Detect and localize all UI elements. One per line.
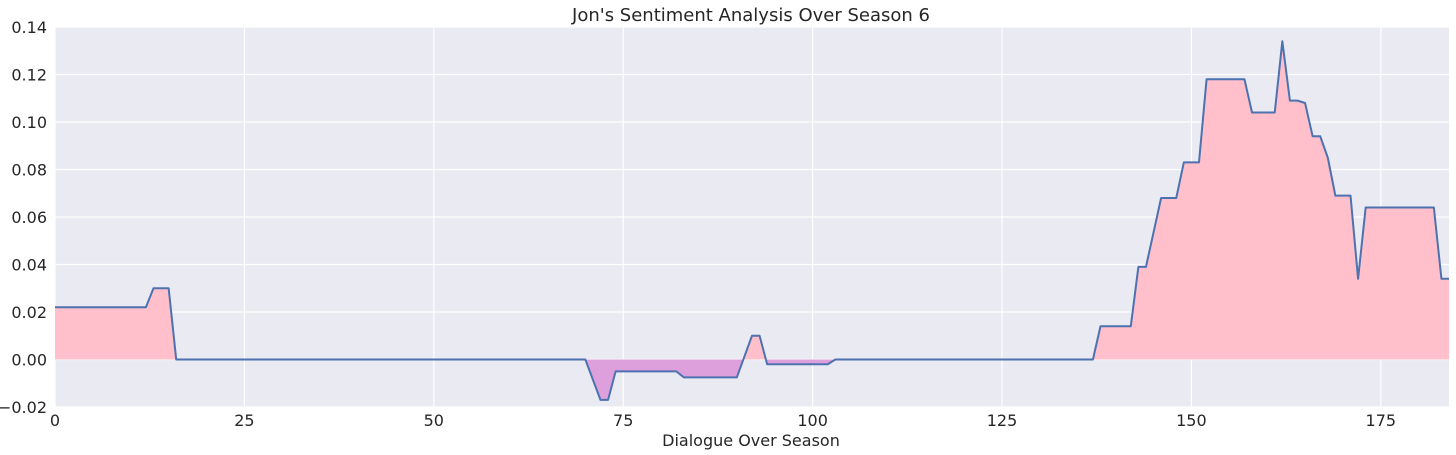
x-tick-label: 0: [50, 411, 60, 430]
y-axis-ticks: −0.02 0.00 0.02 0.04 0.06 0.08 0.10 0.12 0.14: [0, 18, 47, 417]
x-tick-label: 175: [1366, 411, 1397, 430]
y-tick-label: 0.02: [11, 303, 47, 322]
x-axis-title: Dialogue Over Season: [662, 431, 840, 450]
area-fills: [55, 41, 1449, 400]
y-tick-label: 0.00: [11, 351, 47, 370]
x-tick-label: 125: [987, 411, 1018, 430]
y-tick-label: 0.08: [11, 161, 47, 180]
positive-area: [55, 41, 1449, 360]
x-tick-label: 100: [797, 411, 828, 430]
y-tick-label: 0.14: [11, 18, 47, 37]
x-axis-ticks: 0 25 50 75 100 125 150 175: [50, 411, 1396, 430]
x-tick-label: 50: [424, 411, 444, 430]
sentiment-line: [55, 40, 1449, 401]
y-tick-label: 0.10: [11, 113, 47, 132]
x-tick-label: 25: [234, 411, 254, 430]
y-tick-label: 0.12: [11, 66, 47, 85]
x-tick-label: 75: [613, 411, 633, 430]
y-tick-label: 0.06: [11, 208, 47, 227]
y-tick-label: 0.04: [11, 256, 47, 275]
chart-title: Jon's Sentiment Analysis Over Season 6: [571, 5, 930, 26]
sentiment-series-line: [55, 40, 1449, 401]
y-tick-label: −0.02: [0, 398, 47, 417]
x-tick-label: 150: [1176, 411, 1207, 430]
